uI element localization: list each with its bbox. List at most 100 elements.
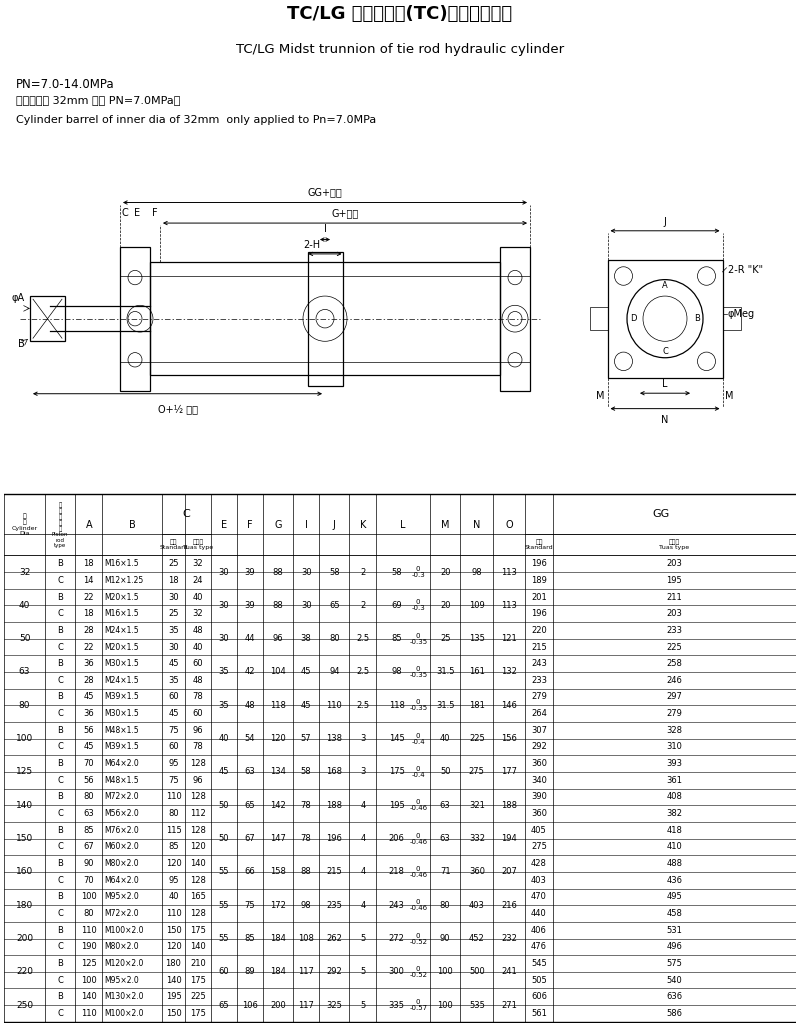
- Text: C: C: [58, 1008, 63, 1018]
- Text: G: G: [274, 520, 282, 530]
- Text: 476: 476: [531, 943, 547, 951]
- Text: 275: 275: [531, 842, 547, 851]
- Text: 0: 0: [416, 699, 421, 705]
- Text: 2-H: 2-H: [303, 240, 320, 250]
- Text: 180: 180: [16, 901, 34, 910]
- Text: 3: 3: [360, 734, 366, 743]
- Text: -0.52: -0.52: [410, 971, 427, 978]
- Text: 0: 0: [416, 666, 421, 672]
- Text: 60: 60: [193, 709, 203, 719]
- Text: 42: 42: [245, 667, 255, 676]
- Text: 321: 321: [469, 801, 485, 810]
- Text: 140: 140: [16, 801, 33, 810]
- Text: 128: 128: [190, 793, 206, 802]
- Text: 63: 63: [245, 768, 255, 776]
- Text: J: J: [663, 217, 666, 226]
- Text: 405: 405: [531, 825, 547, 835]
- Text: L: L: [662, 379, 668, 389]
- Text: 45: 45: [218, 768, 229, 776]
- Text: B: B: [58, 759, 63, 768]
- Text: 3: 3: [360, 768, 366, 776]
- Text: 428: 428: [531, 859, 547, 868]
- Text: G+行程: G+行程: [331, 208, 358, 218]
- Text: 2-R "K": 2-R "K": [727, 264, 762, 274]
- Text: 90: 90: [83, 859, 94, 868]
- Text: 125: 125: [81, 959, 97, 968]
- Text: M64×2.0: M64×2.0: [105, 876, 139, 885]
- Text: 18: 18: [83, 610, 94, 618]
- Text: B: B: [58, 659, 63, 668]
- Text: 100: 100: [81, 892, 97, 902]
- Text: 98: 98: [391, 667, 402, 676]
- Text: 243: 243: [389, 901, 405, 910]
- Text: 403: 403: [469, 901, 485, 910]
- Text: 24: 24: [193, 576, 203, 585]
- Text: 216: 216: [502, 901, 518, 910]
- Text: -0.46: -0.46: [409, 906, 427, 911]
- Text: 48: 48: [193, 675, 203, 685]
- Text: 272: 272: [389, 934, 405, 943]
- Text: 45: 45: [301, 667, 311, 676]
- Text: 30: 30: [168, 592, 179, 601]
- Text: 118: 118: [270, 701, 286, 709]
- Text: 4: 4: [360, 834, 366, 843]
- Text: GG: GG: [652, 509, 669, 519]
- Text: C: C: [662, 347, 668, 356]
- Text: 110: 110: [166, 909, 182, 918]
- Text: 30: 30: [168, 642, 179, 652]
- Text: 201: 201: [531, 592, 547, 601]
- Text: 48: 48: [193, 626, 203, 635]
- Text: 5: 5: [360, 934, 366, 943]
- Text: M48×1.5: M48×1.5: [105, 776, 139, 784]
- Text: 112: 112: [190, 809, 206, 818]
- Text: 25: 25: [168, 610, 178, 618]
- Text: 225: 225: [190, 992, 206, 1001]
- Text: 32: 32: [193, 559, 203, 568]
- Text: 48: 48: [245, 701, 255, 709]
- Text: M20×1.5: M20×1.5: [105, 642, 139, 652]
- Text: 495: 495: [666, 892, 682, 902]
- Text: C: C: [58, 675, 63, 685]
- Text: 55: 55: [218, 934, 229, 943]
- Text: 150: 150: [166, 1008, 182, 1018]
- Text: 220: 220: [531, 626, 547, 635]
- Text: J: J: [333, 520, 336, 530]
- Text: 225: 225: [666, 642, 682, 652]
- Text: 110: 110: [166, 793, 182, 802]
- Text: 56: 56: [83, 726, 94, 735]
- Text: 418: 418: [666, 825, 682, 835]
- Text: 0: 0: [416, 799, 421, 805]
- Text: 18: 18: [83, 559, 94, 568]
- Text: 22: 22: [83, 642, 94, 652]
- Text: 128: 128: [190, 876, 206, 885]
- Text: M24×1.5: M24×1.5: [105, 675, 139, 685]
- Text: 67: 67: [83, 842, 94, 851]
- Text: C: C: [58, 876, 63, 885]
- Text: 142: 142: [270, 801, 286, 810]
- Text: 70: 70: [83, 759, 94, 768]
- Text: 115: 115: [166, 825, 182, 835]
- Text: 215: 215: [531, 642, 547, 652]
- Text: M72×2.0: M72×2.0: [105, 909, 139, 918]
- Text: C: C: [58, 842, 63, 851]
- Text: 80: 80: [19, 701, 30, 709]
- Text: 65: 65: [245, 801, 255, 810]
- Text: 196: 196: [531, 559, 547, 568]
- Text: C: C: [58, 809, 63, 818]
- Text: B: B: [694, 315, 700, 323]
- Text: 标准
Standard: 标准 Standard: [525, 540, 554, 550]
- Text: B: B: [58, 592, 63, 601]
- Text: 0: 0: [416, 766, 421, 772]
- Text: 161: 161: [469, 667, 485, 676]
- Text: （缸筒内径 32mm 仅用 PN=7.0MPa）: （缸筒内径 32mm 仅用 PN=7.0MPa）: [16, 95, 180, 105]
- Text: O+½ 行程: O+½ 行程: [158, 404, 198, 414]
- Text: 120: 120: [166, 859, 182, 868]
- Text: 279: 279: [666, 709, 682, 719]
- Text: 110: 110: [326, 701, 342, 709]
- Text: 100: 100: [16, 734, 34, 743]
- Text: M: M: [596, 392, 605, 401]
- Text: 335: 335: [389, 1000, 405, 1009]
- Text: A: A: [662, 282, 668, 290]
- Text: 117: 117: [298, 1000, 314, 1009]
- Text: 96: 96: [273, 634, 283, 644]
